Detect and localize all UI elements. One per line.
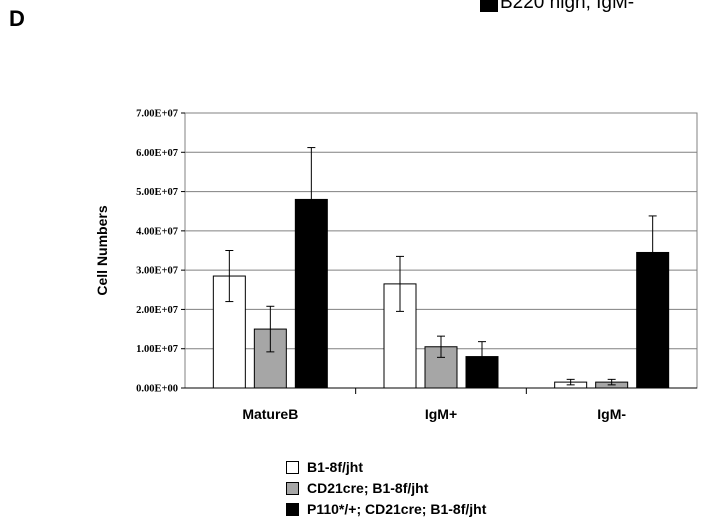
top-legend-entry: B220 high, IgM- [480,0,634,14]
y-tick-label: 2.00E+07 [136,305,178,316]
legend-swatch-series-1 [286,461,299,474]
legend-label-series-3: P110*/+; CD21cre; B1-8f/jht [307,501,487,517]
panel-label: D [9,6,25,31]
legend-label-series-1: B1-8f/jht [307,459,363,475]
y-tick-label: 5.00E+07 [136,187,178,198]
chart-legend: B1-8f/jht CD21cre; B1-8f/jht P110*/+; CD… [286,457,486,520]
legend-label-series-2: CD21cre; B1-8f/jht [307,480,429,496]
y-axis-title: Cell Numbers [94,205,110,295]
legend-item: B1-8f/jht [286,457,486,478]
x-tick-label: MatureB [242,406,298,422]
legend-item: CD21cre; B1-8f/jht [286,478,486,499]
x-tick-label: IgM+ [425,406,457,422]
legend-swatch-series-2 [286,482,299,495]
y-tick-label: 6.00E+07 [136,148,178,159]
y-tick-label: 7.00E+07 [136,109,178,120]
y-tick-label: 3.00E+07 [136,266,178,277]
x-tick-label: IgM- [597,406,626,422]
legend-swatch-series-3 [286,503,299,516]
y-tick-label: 4.00E+07 [136,226,178,237]
top-legend-swatch [480,0,498,12]
top-legend-label: B220 high, IgM- [500,0,635,13]
bar [212,275,246,389]
y-tick-label: 1.00E+07 [136,344,178,355]
legend-item: P110*/+; CD21cre; B1-8f/jht [286,499,486,520]
y-tick-label: 0.00E+00 [136,384,178,395]
